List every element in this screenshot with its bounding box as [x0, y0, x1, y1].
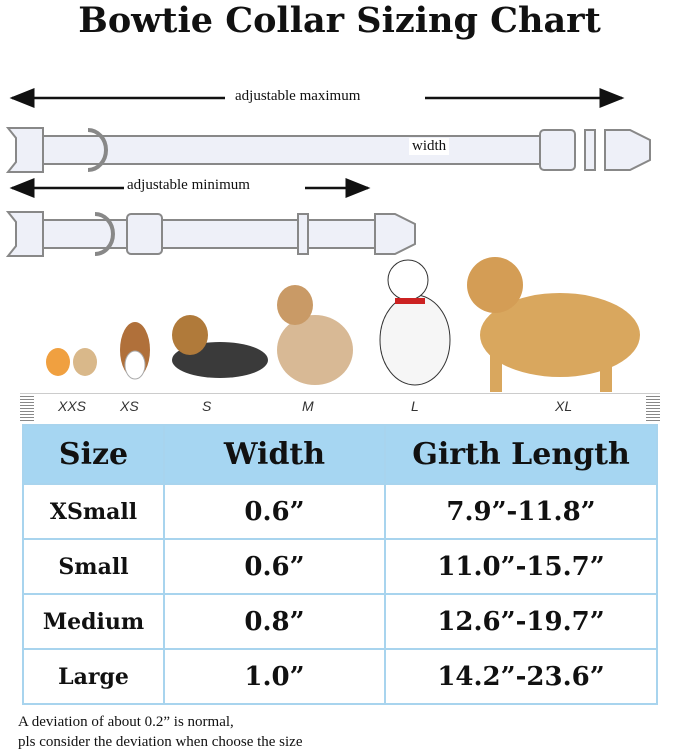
s-dog-image — [172, 315, 268, 378]
collar-max — [5, 127, 651, 173]
header-width: Width — [163, 424, 386, 485]
ruler-end-left — [20, 396, 34, 422]
adjustable-minimum-label: adjustable minimum — [124, 177, 253, 194]
cell-size: Large — [22, 648, 165, 705]
l-dog-image — [379, 259, 451, 386]
xxs-pets-image — [46, 348, 97, 376]
cell-width: 0.6” — [163, 483, 386, 540]
size-scale: XXS XS S M L XL — [20, 393, 660, 425]
cell-width: 0.6” — [163, 538, 386, 595]
xl-dog-image — [467, 257, 640, 392]
collar-diagram: adjustable maximum width adjustable mini… — [0, 80, 679, 260]
scale-m: M — [302, 398, 314, 414]
table-header-row: Size Width Girth Length — [22, 424, 658, 485]
note-line-2: pls consider the deviation when choose t… — [18, 734, 303, 750]
cell-width: 1.0” — [163, 648, 386, 705]
table-row: Large 1.0” 14.2”-23.6” — [22, 648, 658, 705]
adjustable-maximum-label: adjustable maximum — [232, 88, 364, 105]
table-row: Medium 0.8” 12.6”-19.7” — [22, 593, 658, 650]
scale-l: L — [411, 398, 419, 414]
header-size: Size — [22, 424, 165, 485]
table-row: XSmall 0.6” 7.9”-11.8” — [22, 483, 658, 540]
deviation-note: A deviation of about 0.2” is normal, pls… — [18, 712, 303, 752]
size-table: Size Width Girth Length XSmall 0.6” 7.9”… — [22, 424, 658, 705]
header-girth-length: Girth Length — [384, 424, 658, 485]
table-row: Small 0.6” 11.0”-15.7” — [22, 538, 658, 595]
chart-title: Bowtie Collar Sizing Chart — [78, 0, 601, 41]
cell-size: Small — [22, 538, 165, 595]
scale-xl: XL — [555, 398, 573, 414]
note-line-1: A deviation of about 0.2” is normal, — [18, 714, 234, 730]
cell-size: XSmall — [22, 483, 165, 540]
collar-min — [5, 211, 416, 257]
cell-girth: 12.6”-19.7” — [384, 593, 658, 650]
collar-illustration — [5, 88, 651, 257]
cell-girth: 14.2”-23.6” — [384, 648, 658, 705]
cell-size: Medium — [22, 593, 165, 650]
dogs-illustration — [46, 257, 640, 392]
cell-girth: 11.0”-15.7” — [384, 538, 658, 595]
cell-girth: 7.9”-11.8” — [384, 483, 658, 540]
ruler-end-right — [646, 396, 660, 422]
cell-width: 0.8” — [163, 593, 386, 650]
scale-xs: XS — [120, 398, 139, 414]
scale-s: S — [202, 398, 212, 414]
xs-dog-image — [120, 322, 150, 380]
scale-xxs: XXS — [58, 398, 87, 414]
m-dog-image — [277, 285, 353, 385]
width-label: width — [409, 138, 450, 155]
